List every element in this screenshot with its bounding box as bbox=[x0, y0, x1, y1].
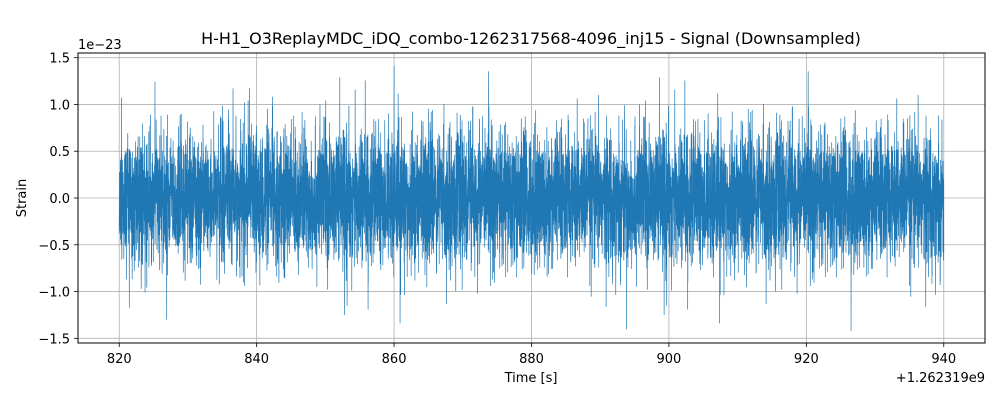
x-axis-label: Time [s] bbox=[504, 371, 558, 386]
x-tick-label: 920 bbox=[794, 352, 819, 367]
signal-line bbox=[118, 65, 945, 332]
y-tick-label: 1.0 bbox=[49, 98, 70, 113]
x-tick-label: 900 bbox=[657, 352, 682, 367]
x-tick-label: 840 bbox=[244, 352, 269, 367]
x-tick-label: 940 bbox=[931, 352, 956, 367]
chart-title: H-H1_O3ReplayMDC_iDQ_combo-1262317568-40… bbox=[201, 29, 861, 49]
plot-area bbox=[118, 65, 945, 332]
y-tick-label: −1.0 bbox=[38, 286, 70, 301]
x-axis-offset-label: +1.262319e9 bbox=[896, 371, 985, 386]
y-tick-label: −0.5 bbox=[38, 239, 70, 254]
x-axis-ticks: 820 840 860 880 900 920 940 bbox=[107, 343, 956, 367]
y-tick-label: −1.5 bbox=[38, 332, 70, 347]
y-axis-scale-label: 1e−23 bbox=[78, 38, 122, 53]
x-tick-label: 880 bbox=[519, 352, 544, 367]
x-tick-label: 820 bbox=[107, 352, 132, 367]
y-tick-label: 1.5 bbox=[49, 52, 70, 67]
y-axis-ticks: −1.5 −1.0 −0.5 0.0 0.5 1.0 1.5 bbox=[38, 52, 78, 347]
signal-series bbox=[118, 65, 945, 332]
y-axis-label: Strain bbox=[15, 179, 30, 218]
y-tick-label: 0.5 bbox=[49, 145, 70, 160]
y-tick-label: 0.0 bbox=[49, 192, 70, 207]
x-tick-label: 860 bbox=[382, 352, 407, 367]
